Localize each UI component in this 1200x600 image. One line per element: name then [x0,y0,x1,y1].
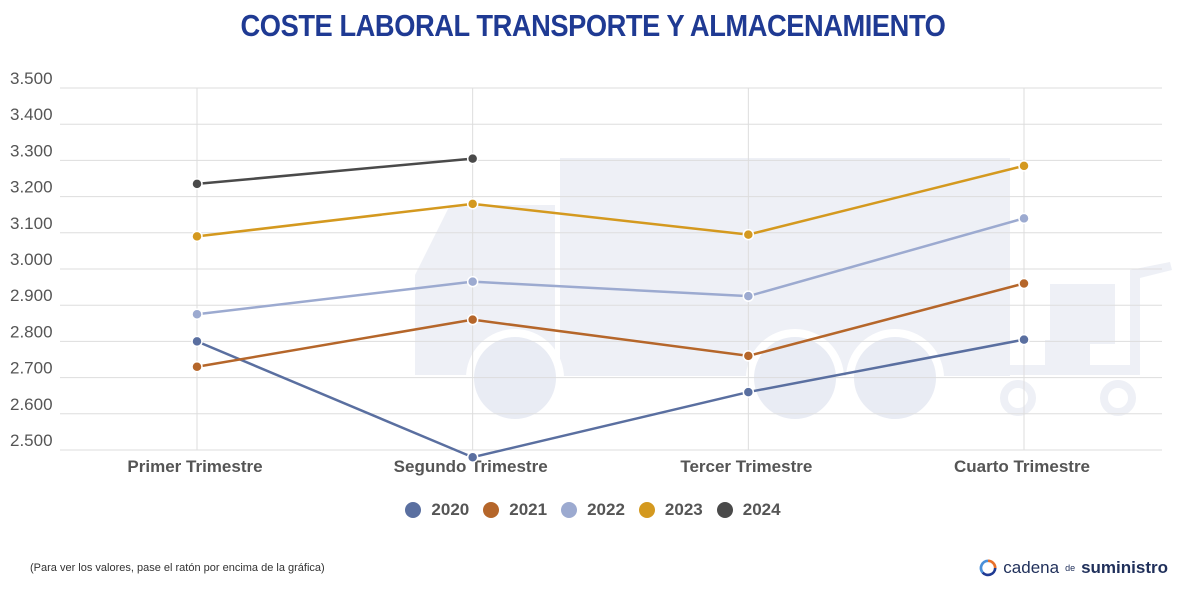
y-tick-label: 2.800 [10,322,53,341]
series-line-2021[interactable] [196,282,1025,368]
data-point-2021[interactable] [191,360,203,373]
data-point-2020[interactable] [466,451,479,463]
data-point-2024[interactable] [191,178,203,190]
data-point-2021[interactable] [742,350,755,362]
data-point-2020[interactable] [1018,333,1030,346]
legend-swatch [483,502,500,518]
legend-swatch [638,502,655,518]
data-point-2020[interactable] [191,335,203,348]
series-line-2023[interactable] [196,164,1025,238]
data-point-2024[interactable] [466,152,479,165]
legend-item-2022[interactable]: 2022 [561,500,625,520]
series-line-2022[interactable] [196,217,1025,316]
data-point-2020[interactable] [742,386,755,398]
y-tick-label: 3.400 [10,105,53,124]
legend-item-2024[interactable]: 2024 [716,500,781,520]
brand-name-part3: suministro [1081,558,1168,577]
y-tick-label: 2.900 [10,286,53,305]
legend-swatch [561,502,578,518]
data-point-2023[interactable] [191,230,203,243]
data-point-2022[interactable] [1018,212,1030,225]
legend-swatch [405,502,422,518]
legend-item-2021[interactable]: 2021 [483,500,547,520]
y-tick-label: 3.200 [10,178,53,197]
y-tick-label: 2.600 [10,395,53,414]
legend-label: 2024 [742,500,781,519]
x-tick-label: Tercer Trimestre [680,457,812,476]
y-tick-label: 3.100 [10,214,53,233]
data-point-2023[interactable] [1018,160,1030,172]
data-point-2022[interactable] [742,290,755,302]
data-point-2022[interactable] [191,308,203,320]
series-line-2024[interactable] [196,157,473,186]
brand-logo[interactable]: cadena de suministro [979,558,1168,578]
x-axis: Primer Trimestre Segundo Trimestre Tercer … [127,457,1090,476]
legend-label: 2023 [664,500,703,519]
hover-note: (Para ver los valores, pase el ratón por… [30,562,325,574]
data-point-2021[interactable] [1018,277,1030,290]
legend-swatch [716,502,733,518]
line-chart[interactable]: 2.500 2.600 2.700 2.800 2.900 3.000 3.100 3.200… [0,0,1200,500]
legend-item-2023[interactable]: 2023 [638,500,703,520]
x-tick-label: Primer Trimestre [127,457,262,476]
y-tick-label: 2.500 [10,431,53,450]
y-axis: 2.500 2.600 2.700 2.800 2.900 3.000 3.100 3.200… [10,69,53,450]
chart-title: COSTE LABORAL TRANSPORTE Y ALMACENAMIENT… [240,8,946,43]
chart-legend: 2020 2021 2022 2023 2024 [0,500,1186,520]
y-tick-label: 2.700 [10,359,53,378]
series-line-2020[interactable] [196,338,1025,459]
y-tick-label: 3.500 [10,69,53,88]
brand-swirl-icon [980,559,997,577]
chart-series [191,152,1030,463]
data-point-2023[interactable] [466,198,479,210]
x-tick-label: Cuarto Trimestre [954,457,1090,476]
x-tick-label: Segundo Trimestre [394,457,548,476]
chart-grid [60,87,1162,451]
legend-label: 2020 [431,500,470,519]
data-point-2022[interactable] [466,275,479,288]
data-point-2021[interactable] [466,313,479,326]
legend-label: 2021 [509,500,548,519]
legend-label: 2022 [587,500,625,519]
legend-item-2020[interactable]: 2020 [405,500,469,520]
y-tick-label: 3.300 [10,141,53,160]
brand-name-part2: de [1065,563,1076,573]
y-tick-label: 3.000 [10,250,53,269]
data-point-2023[interactable] [742,228,755,241]
brand-name-part1: cadena [1003,558,1060,577]
